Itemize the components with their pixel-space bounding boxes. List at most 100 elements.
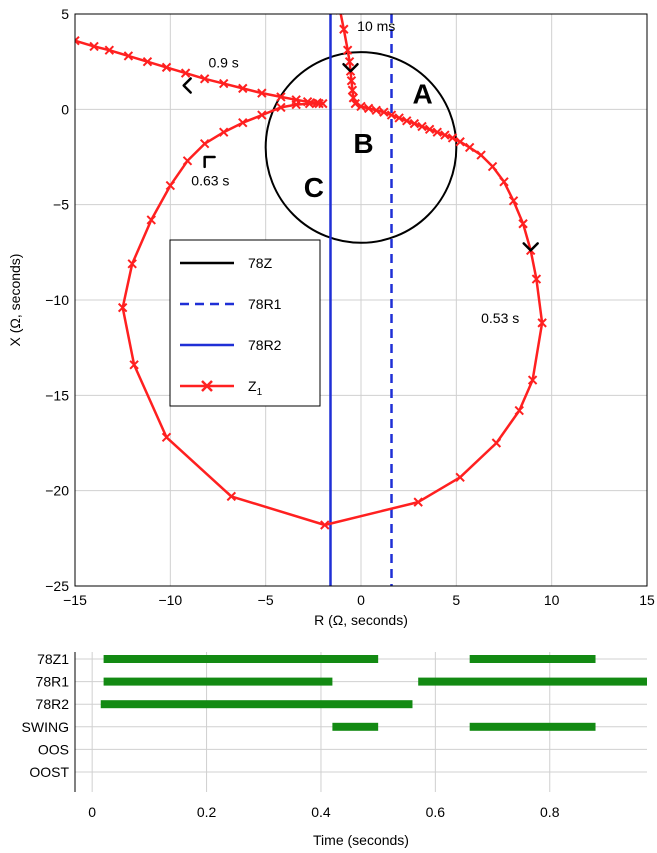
direction-arrow-icon — [203, 155, 216, 169]
timeline-row-label: SWING — [22, 719, 69, 735]
z1-point — [363, 103, 374, 114]
z1-point — [409, 118, 420, 129]
z1-point — [320, 520, 330, 530]
z1-point — [455, 137, 465, 147]
z1-point — [347, 85, 358, 95]
timeline-row-label: OOS — [38, 741, 69, 757]
time-annotation: 10 ms — [357, 18, 395, 34]
legend-item: 78R1 — [180, 296, 282, 312]
z1-point — [199, 74, 210, 84]
plot-frame — [74, 13, 648, 587]
z1-point — [257, 110, 267, 120]
timeline-row-label: 78R1 — [36, 674, 70, 690]
region-label: B — [353, 128, 373, 159]
timeline-bar — [100, 700, 413, 709]
z1-point — [356, 101, 366, 112]
time-annotation: 0.63 s — [191, 173, 229, 189]
z1-point — [238, 117, 248, 128]
y-tick-label: −15 — [45, 387, 69, 403]
timeline-x-axis-label: Time (seconds) — [313, 832, 409, 848]
timeline-row-label: OOST — [29, 764, 69, 780]
z1-point — [531, 274, 542, 284]
z1-point — [161, 432, 172, 442]
z1-point — [302, 96, 313, 107]
z1-point — [487, 161, 498, 172]
x-tick-label: 10 — [544, 592, 560, 608]
legend-label: 78R1 — [248, 296, 282, 312]
y-tick-label: −5 — [53, 197, 69, 213]
y-tick-label: 5 — [61, 6, 69, 22]
z1-point — [447, 133, 458, 143]
y-axis-label: X (Ω, seconds) — [7, 254, 23, 347]
z1-point — [432, 127, 442, 137]
tick-labels: −15 −10 −5 0 5 10 15 5 0 −5 −10 −15 −20 −25 — [45, 6, 655, 608]
z1-point — [424, 124, 435, 135]
y-tick-label: 0 — [61, 101, 69, 117]
z1-point — [394, 113, 404, 123]
z1-point — [464, 142, 475, 153]
x-axis-label: R (Ω, seconds) — [314, 612, 408, 628]
z1-point — [491, 438, 502, 448]
timeline-x-tick-label: 0.4 — [311, 804, 331, 820]
x-tick-label: 15 — [639, 592, 655, 608]
z1-point — [440, 130, 450, 140]
timeline-bar — [418, 677, 647, 686]
timeline-area — [75, 652, 647, 792]
z1-point — [371, 105, 381, 115]
series-layer — [75, 14, 547, 586]
timeline-x-tick-label: 0.8 — [540, 804, 560, 820]
z1-point — [129, 360, 139, 370]
time-annotation: 0.53 s — [481, 310, 519, 326]
z1-point — [142, 56, 153, 67]
y-tick-label: −25 — [45, 578, 69, 594]
z1-point — [226, 491, 237, 502]
x-tick-label: −10 — [158, 592, 182, 608]
z1-point — [455, 472, 465, 483]
region-label: A — [412, 79, 432, 110]
z1-point — [312, 97, 322, 108]
timeline-bars — [100, 655, 647, 731]
z1-point — [123, 51, 134, 61]
z1-point — [219, 78, 229, 89]
y-tick-label: −10 — [45, 292, 69, 308]
z1-point — [537, 318, 547, 328]
timeline-bar — [469, 655, 596, 663]
z1-point — [514, 405, 524, 416]
y-tick-label: −20 — [45, 483, 69, 499]
arrow-head — [342, 62, 359, 73]
z1-point — [518, 219, 528, 229]
arrow-head — [203, 155, 216, 169]
z1-point — [342, 45, 353, 55]
legend-marker — [201, 380, 213, 392]
z1-point — [335, 14, 345, 15]
timeline-x-tick-label: 0 — [88, 804, 96, 820]
legend-item: 78Z — [180, 255, 273, 271]
z1-point — [346, 76, 357, 86]
z1-point — [127, 259, 137, 269]
timeline-row-label: 78Z1 — [37, 651, 69, 667]
impedance-plot: −15 −10 −5 0 5 10 15 5 0 −5 −10 −15 −20 −25 10 ms 0.9 … — [7, 6, 655, 628]
z1-point — [499, 177, 509, 187]
z1-point — [508, 196, 519, 206]
timeline-row-label: 78R2 — [36, 696, 70, 712]
direction-arrow-icon — [182, 77, 192, 94]
region-label: C — [304, 172, 324, 203]
annotations: 10 ms 0.9 s 0.63 s 0.53 s A BC — [182, 18, 539, 326]
z1-point — [386, 110, 397, 120]
z1-point — [413, 497, 423, 507]
arrow-head — [522, 242, 539, 252]
z1-point — [146, 215, 156, 225]
series-z1-line — [75, 14, 544, 527]
z1-point — [379, 107, 389, 117]
z1-point — [527, 375, 538, 385]
x-tick-label: −5 — [258, 592, 274, 608]
z1-point — [257, 88, 267, 98]
z1-point — [219, 127, 229, 137]
legend-box — [169, 239, 321, 407]
z1-point — [89, 41, 99, 52]
x-tick-label: −15 — [63, 592, 87, 608]
z1-point — [476, 150, 486, 160]
z1-point — [344, 56, 355, 67]
